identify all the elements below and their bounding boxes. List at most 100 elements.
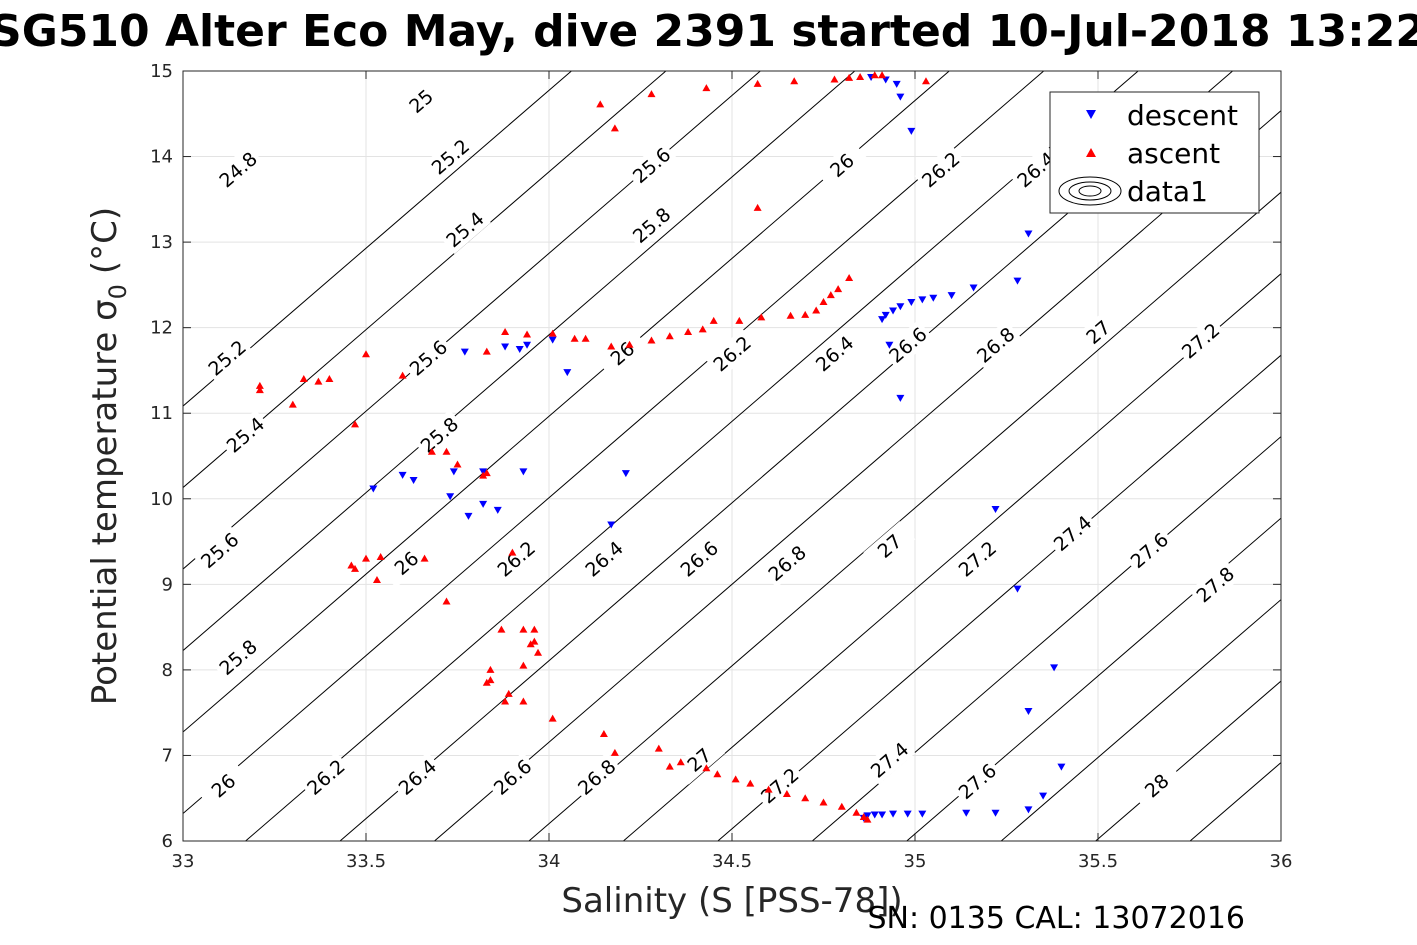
ascent-point <box>372 576 381 584</box>
contour-label: 27.2 <box>1174 315 1227 366</box>
legend-data1-label: data1 <box>1127 175 1208 208</box>
descent-point <box>991 809 1000 817</box>
ascent-point <box>325 375 334 382</box>
ascent-point <box>812 306 821 314</box>
descent-point <box>369 485 378 493</box>
ascent-point <box>647 336 656 344</box>
contour-label: 25.6 <box>402 332 455 383</box>
isopycnal-27.2 <box>811 435 1281 841</box>
x-tick-label: 35.5 <box>1078 851 1118 872</box>
contour-label: 27.6 <box>1123 525 1176 575</box>
ascent-point <box>845 73 854 81</box>
ascent-point <box>684 327 693 335</box>
ascent-point <box>753 203 762 211</box>
ascent-point <box>351 564 360 572</box>
ascent-point <box>702 84 711 92</box>
descent-point <box>607 521 616 529</box>
ascent-point <box>526 640 535 648</box>
x-tick-label: 35 <box>904 851 927 872</box>
contour-label: 27.4 <box>863 734 916 785</box>
ascent-point <box>482 469 491 477</box>
ascent-point <box>288 400 297 408</box>
ascent-point <box>548 714 557 722</box>
ascent-point <box>625 340 634 348</box>
contour-label: 26 <box>197 760 250 811</box>
contour-label: 26.8 <box>570 752 623 802</box>
descent-point <box>896 303 905 311</box>
x-tick-label: 33.5 <box>346 851 386 872</box>
descent-point <box>878 811 887 819</box>
ascent-point <box>362 350 370 358</box>
ascent-point <box>442 447 451 455</box>
y-tick-label: 6 <box>162 831 173 852</box>
ascent-point <box>599 730 608 738</box>
ascent-point <box>801 794 810 802</box>
ascent-point <box>834 285 843 293</box>
isopycnal-27.4 <box>906 517 1281 841</box>
contour-label: 26 <box>596 328 649 379</box>
ascent-point <box>654 744 663 752</box>
ascent-point <box>837 802 846 810</box>
ascent-point <box>420 554 429 562</box>
y-tick-label: 12 <box>150 318 173 339</box>
isopycnal-27.6 <box>1000 598 1281 841</box>
ascent-point <box>453 460 462 468</box>
ascent-point <box>830 75 839 83</box>
isopycnal-24.8 <box>183 71 572 407</box>
ascent-point <box>921 77 930 85</box>
y-tick-label: 9 <box>162 574 173 595</box>
x-tick-label: 36 <box>1270 851 1293 872</box>
ascent-point <box>530 637 539 645</box>
ascent-point <box>570 334 579 342</box>
ascent-point <box>504 689 513 697</box>
descent-point <box>501 343 510 351</box>
chart-title: SG510 Alter Eco May, dive 2391 started 1… <box>0 6 1417 57</box>
descent-point <box>563 369 572 377</box>
descent-point <box>1039 792 1048 800</box>
ascent-point <box>610 748 619 756</box>
ascent-series <box>255 71 930 823</box>
ascent-point <box>665 332 674 340</box>
ascent-point <box>482 347 491 355</box>
contour-label: 25.2 <box>200 332 253 383</box>
descent-point <box>991 506 1000 514</box>
descent-point <box>870 811 879 819</box>
contour-label: 26.4 <box>577 533 630 584</box>
ascent-point <box>607 342 616 350</box>
y-tick-label: 13 <box>150 232 173 253</box>
ascent-point <box>255 381 264 389</box>
ascent-point <box>647 90 656 98</box>
descent-point <box>907 127 916 135</box>
ascent-point <box>702 764 711 772</box>
descent-point <box>1024 806 1033 814</box>
contour-label: 26.2 <box>914 144 967 195</box>
isopycnal-25.6 <box>183 71 950 733</box>
contour-label: 25.6 <box>625 140 678 190</box>
descent-point <box>493 506 502 514</box>
descent-point <box>892 80 901 88</box>
descent-point <box>1013 585 1022 593</box>
ascent-point <box>534 648 543 656</box>
ascent-point <box>764 785 773 793</box>
descent-point <box>1050 664 1059 672</box>
descent-point <box>460 348 469 356</box>
isopycnal-26 <box>245 71 1139 841</box>
descent-point <box>1024 707 1033 715</box>
isopycnal-26.8 <box>623 273 1281 841</box>
ascent-point <box>519 625 528 633</box>
ascent-point <box>376 552 385 560</box>
contour-label: 26.2 <box>299 752 352 802</box>
descent-point <box>548 336 557 344</box>
ascent-point <box>709 316 718 324</box>
descent-point <box>1057 763 1066 771</box>
ascent-point <box>530 625 539 633</box>
y-tick-label: 11 <box>150 403 173 424</box>
descent-point <box>929 294 938 302</box>
ascent-point <box>523 330 532 338</box>
legend-contour-icon <box>1058 176 1122 206</box>
contour-label: 25.8 <box>211 632 264 682</box>
descent-point <box>464 512 473 520</box>
ascent-point <box>486 665 495 673</box>
descent-series <box>369 73 1066 822</box>
descent-point <box>889 810 898 818</box>
